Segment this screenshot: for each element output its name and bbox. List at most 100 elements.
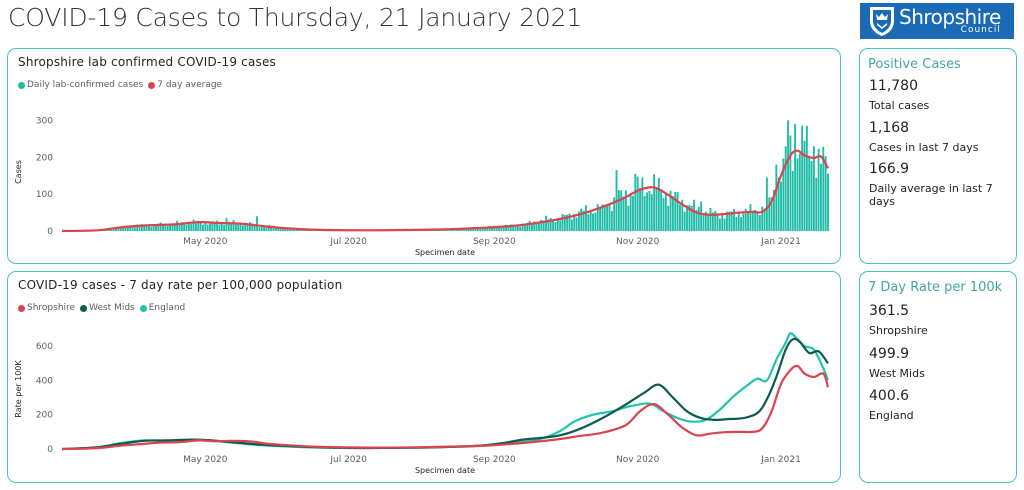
positive-cases-card: Positive Cases 11,780 Total cases 1,168 … bbox=[859, 48, 1017, 264]
daily-case-bar bbox=[803, 140, 806, 231]
daily-case-bar bbox=[603, 204, 606, 231]
daily-case-bar bbox=[244, 222, 247, 231]
page-title: COVID-19 Cases to Thursday, 21 January 2… bbox=[8, 3, 583, 32]
daily-case-bar bbox=[676, 191, 679, 231]
daily-case-bar bbox=[155, 224, 157, 231]
legend-item-shropshire[interactable]: Shropshire bbox=[18, 303, 75, 313]
daily-case-bar bbox=[281, 228, 284, 231]
rate-chart-legend: Shropshire West Mids England bbox=[18, 303, 190, 313]
y-tick-label: 0 bbox=[47, 445, 53, 455]
daily-case-bar bbox=[667, 205, 670, 231]
daily-case-bar bbox=[531, 223, 533, 231]
legend-label-daily: Daily lab-confirmed cases bbox=[27, 80, 144, 90]
daily-case-bar bbox=[209, 221, 211, 231]
daily-case-bar bbox=[115, 228, 117, 231]
x-tick-label: Jan 2021 bbox=[760, 237, 801, 247]
daily-case-bar bbox=[133, 227, 136, 231]
daily-case-bar bbox=[521, 223, 524, 231]
daily-case-bar bbox=[773, 189, 775, 231]
daily-case-bar bbox=[709, 207, 712, 231]
daily-case-bar bbox=[187, 222, 190, 231]
daily-case-bar bbox=[582, 210, 585, 231]
daily-case-bar bbox=[129, 227, 132, 231]
daily-case-bar bbox=[241, 225, 244, 231]
daily-cases-title: Shropshire lab confirmed COVID-19 cases bbox=[18, 55, 277, 69]
daily-case-bar bbox=[674, 191, 677, 231]
daily-case-bar bbox=[594, 212, 597, 231]
x-tick-label: Nov 2020 bbox=[616, 237, 660, 247]
daily-case-bar bbox=[286, 228, 289, 231]
daily-case-bar bbox=[763, 208, 766, 231]
daily-case-bar bbox=[547, 219, 550, 231]
daily-case-bar bbox=[657, 177, 660, 231]
daily-case-bar bbox=[126, 227, 129, 231]
daily-case-bar bbox=[246, 224, 249, 231]
daily-case-bar bbox=[770, 197, 773, 231]
daily-case-bar bbox=[131, 226, 134, 231]
y-tick-label: 200 bbox=[36, 411, 53, 421]
daily-case-bar bbox=[117, 227, 120, 231]
daily-case-bar bbox=[784, 146, 787, 231]
daily-case-bar bbox=[234, 223, 237, 231]
legend-item-england[interactable]: England bbox=[139, 303, 185, 313]
daily-case-bar bbox=[218, 224, 221, 231]
daily-case-bar bbox=[152, 224, 155, 231]
daily-case-bar bbox=[768, 197, 771, 231]
daily-case-bar bbox=[124, 225, 127, 231]
y-tick-label: 600 bbox=[36, 342, 53, 352]
daily-case-bar bbox=[249, 222, 251, 231]
daily-case-bar bbox=[592, 213, 594, 231]
daily-case-bar bbox=[554, 222, 557, 231]
daily-case-bar bbox=[608, 204, 611, 231]
daily-case-bar bbox=[479, 228, 482, 231]
legend-item-daily[interactable]: Daily lab-confirmed cases bbox=[18, 80, 143, 90]
legend-dot-shropshire bbox=[18, 304, 25, 312]
daily-case-bar bbox=[166, 226, 169, 231]
daily-case-bar bbox=[523, 223, 526, 231]
daily-case-bar bbox=[827, 173, 829, 231]
legend-item-west-mids[interactable]: West Mids bbox=[80, 303, 135, 313]
daily-case-bar bbox=[519, 226, 522, 231]
daily-case-bar bbox=[599, 207, 602, 231]
daily-case-bar bbox=[136, 224, 139, 231]
daily-case-bar bbox=[653, 174, 656, 231]
daily-case-bar bbox=[606, 204, 609, 231]
total-cases-label: Total cases bbox=[869, 99, 930, 112]
daily-case-bar bbox=[263, 226, 266, 231]
daily-case-bar bbox=[688, 204, 691, 231]
daily-case-bar bbox=[730, 211, 733, 231]
daily-case-bar bbox=[270, 226, 273, 231]
council-logo: Shropshire Council bbox=[860, 3, 1014, 39]
daily-case-bar bbox=[721, 214, 724, 231]
daily-cases-chart: 0 100 200 300 May 2020 Jul 2020 Sep 2020 Nov 20… bbox=[14, 116, 829, 257]
daily-cases-panel: Shropshire lab confirmed COVID-19 cases … bbox=[7, 48, 841, 264]
daily-case-bar bbox=[580, 208, 583, 231]
daily-case-bar bbox=[185, 224, 188, 231]
daily-case-bar bbox=[780, 181, 782, 231]
daily-case-bar bbox=[669, 190, 672, 231]
daily-case-bar bbox=[552, 220, 555, 231]
daily-case-bar bbox=[761, 206, 764, 231]
daily-case-bar bbox=[495, 227, 498, 231]
daily-case-bar bbox=[610, 210, 613, 231]
legend-item-7day[interactable]: 7 day average bbox=[148, 80, 222, 90]
daily-case-bar bbox=[700, 201, 703, 231]
daily-case-bar bbox=[559, 220, 562, 231]
y-tick-label: 0 bbox=[47, 227, 53, 237]
daily-case-bar bbox=[758, 215, 761, 231]
logo-sub-text: Council bbox=[960, 25, 1001, 35]
legend-label-west-mids: West Mids bbox=[89, 303, 135, 313]
daily-case-bar bbox=[726, 211, 728, 231]
daily-case-bar bbox=[216, 220, 219, 231]
y-axis-title: Rate per 100K bbox=[14, 360, 23, 418]
daily-case-bar bbox=[267, 225, 270, 231]
west-mids-rate-label: West Mids bbox=[869, 367, 925, 380]
daily-case-bar bbox=[751, 212, 754, 231]
daily-case-bar bbox=[183, 224, 186, 231]
rate-chart-panel: COVID-19 cases - 7 day rate per 100,000 … bbox=[7, 271, 841, 483]
daily-case-bar bbox=[575, 217, 578, 231]
daily-case-bar bbox=[716, 213, 719, 231]
daily-case-bar bbox=[202, 224, 204, 231]
daily-case-bar bbox=[279, 227, 282, 231]
daily-case-bar bbox=[805, 125, 808, 231]
